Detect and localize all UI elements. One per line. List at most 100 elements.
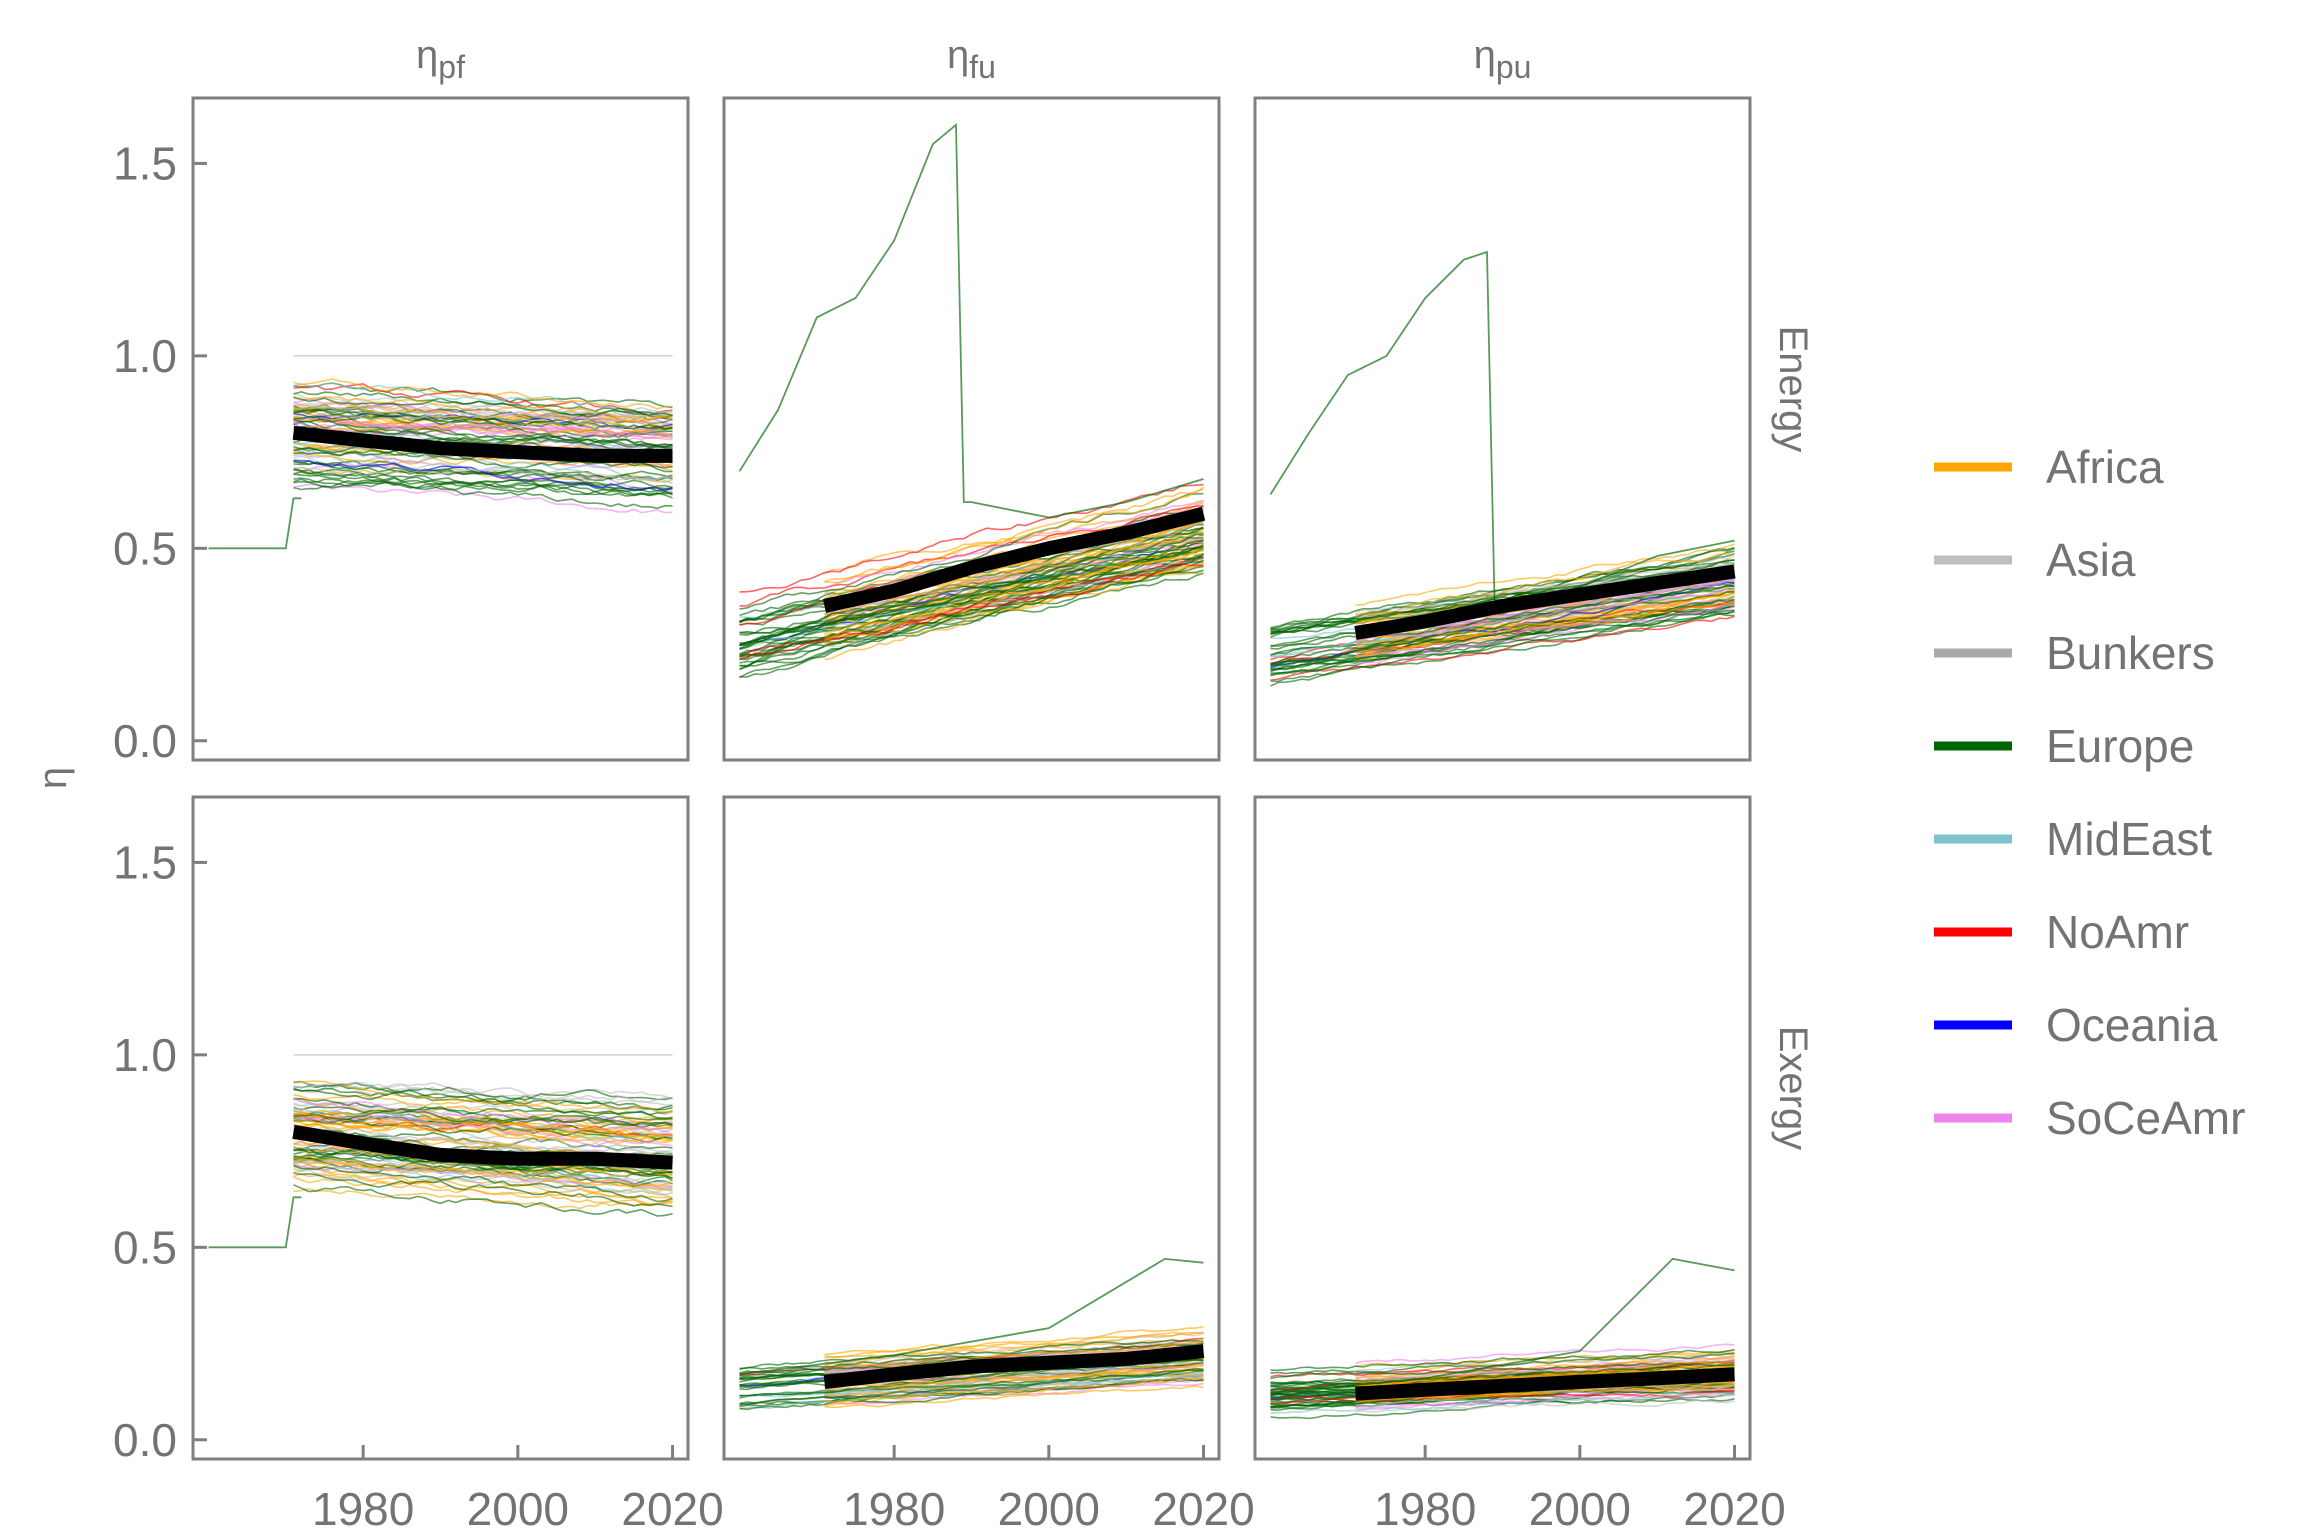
y-tick-label: 1.0 xyxy=(113,1029,177,1081)
row-strip-label: Energy xyxy=(1771,326,1815,453)
country-line xyxy=(293,447,673,473)
country-line xyxy=(293,382,673,414)
country-line xyxy=(824,520,1204,615)
facet-exergy-pu xyxy=(1253,795,1752,1461)
country-line xyxy=(293,1101,673,1116)
country-line xyxy=(293,396,673,418)
country-line xyxy=(293,480,673,492)
x-tick-label: 1980 xyxy=(843,1483,945,1535)
column-strip-label: ηpf xyxy=(416,33,465,85)
legend-item: Asia xyxy=(1934,534,2136,586)
legend-label: NoAmr xyxy=(2046,906,2189,958)
country-line xyxy=(293,395,673,421)
country-line xyxy=(1270,1348,1735,1371)
country-line xyxy=(293,378,673,410)
country-line xyxy=(824,500,1204,589)
country-line xyxy=(293,401,673,418)
facet-energy-fu xyxy=(722,96,1221,762)
mean-line xyxy=(822,506,1206,613)
country-line xyxy=(293,465,673,482)
country-lines xyxy=(1270,1257,1735,1420)
panel-border xyxy=(1253,96,1752,762)
country-line xyxy=(1355,1359,1735,1381)
country-line xyxy=(1270,605,1735,677)
country-line xyxy=(824,1385,1204,1409)
country-line xyxy=(293,1157,673,1189)
country-line xyxy=(1270,1352,1735,1375)
country-line xyxy=(1270,609,1735,672)
country-line xyxy=(293,1159,673,1185)
country-line xyxy=(1270,1362,1735,1388)
country-line xyxy=(293,1163,673,1199)
country-line xyxy=(824,558,1204,648)
legend-label: Oceania xyxy=(2046,999,2218,1051)
country-line xyxy=(739,562,1204,660)
column-strip-label: ηfu xyxy=(947,33,996,85)
mean-line xyxy=(1355,1367,1735,1401)
panel-border xyxy=(1253,795,1752,1461)
country-line xyxy=(824,547,1204,642)
legend-item: Africa xyxy=(1934,441,2164,493)
legend-item: Oceania xyxy=(1934,999,2218,1051)
country-line xyxy=(1270,584,1735,650)
y-tick-label: 0.5 xyxy=(113,1221,177,1273)
country-line xyxy=(293,471,673,497)
country-line xyxy=(293,483,673,514)
country-line xyxy=(293,481,673,510)
country-lines xyxy=(738,123,1204,679)
x-tick-label: 2000 xyxy=(467,1483,569,1535)
legend-item: Europe xyxy=(1934,720,2194,772)
country-line xyxy=(739,1342,1204,1371)
country-line xyxy=(824,1325,1204,1359)
legend-label: MidEast xyxy=(2046,813,2212,865)
outlier-line xyxy=(1269,250,1735,615)
panel-border xyxy=(722,96,1221,762)
country-lines xyxy=(1269,250,1735,687)
country-line xyxy=(293,472,673,497)
mean-line xyxy=(292,425,673,463)
panel-border xyxy=(191,96,690,762)
y-tick-label: 0.0 xyxy=(113,1414,177,1466)
country-line xyxy=(293,420,673,440)
outlier-line xyxy=(208,1196,302,1249)
country-line xyxy=(293,1120,673,1139)
country-line xyxy=(739,560,1204,670)
country-line xyxy=(824,488,1204,575)
country-line xyxy=(739,483,1204,593)
legend: Africa Asia Bunkers Europe MidEast NoAmr Ocean… xyxy=(1934,441,2245,1144)
legend-label: Bunkers xyxy=(2046,627,2215,679)
country-line xyxy=(1355,1365,1735,1387)
country-line xyxy=(1355,543,1735,606)
y-tick-label: 1.5 xyxy=(113,137,177,189)
y-tick-label: 1.0 xyxy=(113,330,177,382)
panel-border xyxy=(722,795,1221,1461)
x-tick-label: 2000 xyxy=(1529,1483,1631,1535)
country-line xyxy=(293,1087,673,1111)
country-line xyxy=(824,562,1204,661)
country-line xyxy=(293,1164,673,1203)
legend-label: Europe xyxy=(2046,720,2194,772)
y-tick-label: 0.0 xyxy=(113,715,177,767)
legend-item: MidEast xyxy=(1934,813,2212,865)
country-line xyxy=(293,1098,673,1135)
facet-exergy-fu xyxy=(722,795,1221,1461)
country-line xyxy=(293,1188,673,1210)
country-line xyxy=(1270,585,1735,667)
country-line xyxy=(1355,1393,1735,1407)
mean-line xyxy=(823,1344,1205,1389)
country-line xyxy=(824,499,1204,583)
country-line xyxy=(293,1081,673,1100)
country-line xyxy=(293,1165,673,1196)
legend-label: Africa xyxy=(2046,441,2164,493)
country-line xyxy=(1355,552,1735,616)
country-line xyxy=(739,572,1204,671)
country-line xyxy=(293,1126,673,1156)
country-line xyxy=(1270,559,1735,633)
country-line xyxy=(293,478,673,495)
country-line xyxy=(824,486,1204,584)
country-line xyxy=(293,415,673,448)
country-line xyxy=(293,459,673,492)
mean-line xyxy=(1354,564,1736,640)
legend-item: SoCeAmr xyxy=(1934,1092,2245,1144)
country-line xyxy=(293,1109,673,1127)
